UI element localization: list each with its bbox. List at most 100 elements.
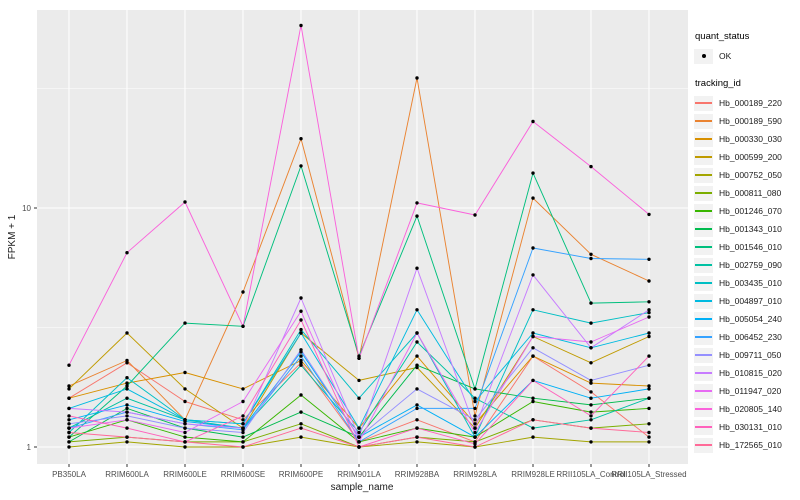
data-point [183,426,187,430]
data-point [473,422,477,426]
legend-item-Hb_000752_050: Hb_000752_050 [694,166,800,184]
data-point [415,387,419,391]
data-point [241,445,245,449]
x-tick-label: RRIM600LA [105,470,149,479]
data-point [531,331,535,335]
data-point [415,266,419,270]
data-point [67,440,71,444]
data-point [125,418,129,422]
data-point [647,422,651,426]
data-point [589,340,593,344]
data-point [531,418,535,422]
data-point [415,76,419,80]
legend-title-tracking-id: tracking_id [695,78,741,89]
data-point [473,430,477,435]
data-point [125,331,129,335]
legend-label: Hb_006452_230 [719,332,782,342]
data-point [183,445,187,449]
data-point [183,422,187,426]
data-point [67,363,71,367]
data-point [67,406,71,411]
data-point [125,403,129,407]
series-color-line [695,282,712,284]
data-point [299,393,303,397]
data-point [531,334,535,339]
legend-item-Hb_000811_080: Hb_000811_080 [694,184,800,202]
legend-label: Hb_000189_590 [719,116,782,126]
data-point [125,376,129,380]
series-color-line [695,264,712,266]
legend-label: Hb_011947_020 [719,386,782,396]
legend-label: Hb_000599_200 [719,152,782,162]
ok-point-icon [701,54,706,58]
data-point [415,363,419,367]
data-point [241,440,245,444]
data-point [357,440,361,444]
data-point [473,426,477,430]
data-point [531,399,535,404]
data-point [589,440,593,444]
data-point [415,214,419,218]
data-point [415,308,419,312]
series-color-line [695,318,712,320]
data-point [647,396,651,400]
line-key-swatch [694,167,713,183]
data-point [357,435,361,439]
data-point [67,430,71,435]
series-color-line [695,174,712,176]
data-point [299,422,303,426]
data-point [473,435,477,439]
line-key-swatch [694,221,713,237]
data-point [241,422,245,426]
data-point [589,252,593,256]
y-tick-label: 1 [27,443,32,452]
data-point [125,440,129,444]
data-point [473,442,477,446]
data-point [647,331,651,335]
data-point [183,419,187,424]
line-key-swatch [694,437,713,453]
data-point [125,406,129,411]
x-tick-label: RRIM928LA [453,470,497,479]
data-point [589,418,593,422]
data-point [647,212,651,217]
x-tick-label: RRIM928BA [395,470,440,479]
line-key-swatch [694,95,713,111]
data-point [183,399,187,404]
series-color-line [695,210,712,212]
x-tick-label: RRIM901LA [337,470,381,479]
data-point [415,435,419,439]
data-point [241,435,245,439]
data-point [241,387,245,391]
line-key-swatch [694,257,713,273]
legend-item-Hb_001246_070: Hb_001246_070 [694,202,800,220]
data-point [183,200,187,204]
data-point [589,361,593,365]
data-point [299,309,303,313]
legend-item-ok: OK [694,47,800,65]
data-point [357,426,361,430]
data-point [531,426,535,430]
data-point [125,251,129,255]
legend-item-Hb_000189_590: Hb_000189_590 [694,112,800,130]
data-point [473,399,477,404]
data-point [473,387,477,391]
data-point [183,440,187,444]
data-point [299,23,303,28]
data-point [415,426,419,430]
series-color-line [695,120,712,122]
data-point [647,334,651,339]
data-point [241,324,245,328]
plot-panel [37,10,688,464]
series-color-line [695,444,712,446]
data-point [473,445,477,449]
x-tick-label: RRII105LA_Control [556,470,626,479]
legend-item-Hb_030131_010: Hb_030131_010 [694,418,800,436]
line-key-swatch [694,383,713,399]
data-point [589,301,593,305]
data-point [67,414,71,418]
series-color-line [695,354,712,356]
data-point [357,356,361,360]
